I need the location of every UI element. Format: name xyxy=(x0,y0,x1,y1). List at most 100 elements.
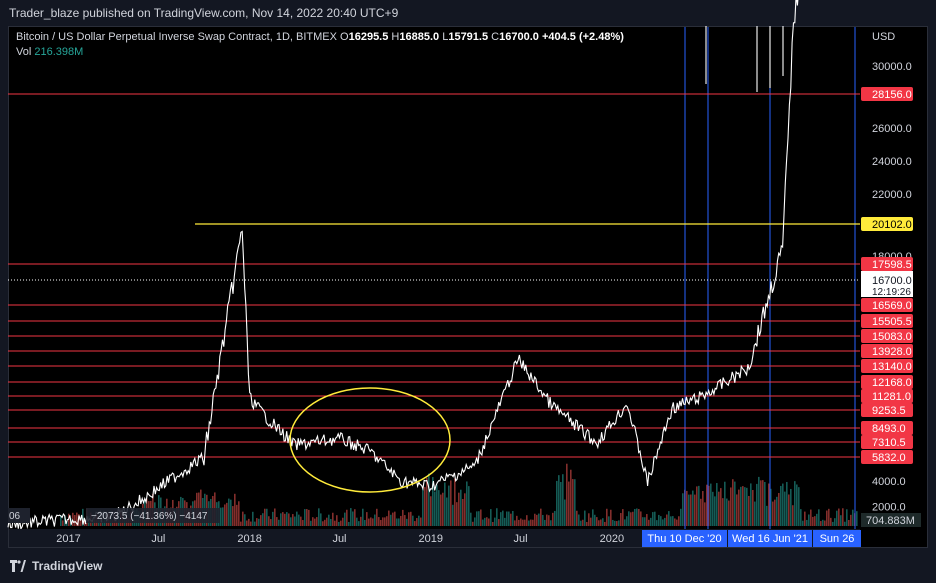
price-label: 11281.0 xyxy=(872,391,911,403)
price-label: 7310.5 xyxy=(872,437,906,449)
volume-bar xyxy=(598,520,600,526)
volume-bar xyxy=(82,508,84,526)
volume-bar xyxy=(702,491,704,526)
horizontal-levels xyxy=(8,93,860,458)
volume-bar xyxy=(486,517,488,526)
volume-bar xyxy=(660,516,662,526)
volume-bar xyxy=(304,509,306,526)
volume-bar xyxy=(668,511,670,526)
volume-bar xyxy=(704,502,706,526)
volume-bar xyxy=(636,508,638,526)
volume-bar xyxy=(590,517,592,526)
volume-bar xyxy=(766,505,768,526)
volume-bar xyxy=(340,520,342,526)
volume-axis-label: 704.883M xyxy=(866,515,915,527)
volume-bar xyxy=(464,493,466,526)
volume-bar xyxy=(414,521,416,526)
volume-bar xyxy=(694,494,696,526)
volume-bar xyxy=(692,490,694,526)
volume-bar xyxy=(404,515,406,526)
price-label: 17598.5 xyxy=(872,259,912,271)
price-label: 16569.0 xyxy=(872,300,912,312)
volume-bar xyxy=(732,479,734,526)
volume-bar xyxy=(826,510,828,526)
price-label-box xyxy=(861,403,913,417)
volume-bar xyxy=(754,501,756,526)
volume-bar xyxy=(696,486,698,526)
price-label: 13928.0 xyxy=(872,346,912,358)
volume-bar xyxy=(656,520,658,526)
volume-bar xyxy=(512,510,514,526)
volume-bar xyxy=(400,515,402,526)
volume-bar xyxy=(706,484,708,526)
volume-bar xyxy=(562,474,564,526)
volume-bar xyxy=(458,492,460,526)
volume-bar xyxy=(288,513,290,526)
volume-bar xyxy=(324,519,326,526)
volume-bar xyxy=(822,519,824,526)
volume-bar xyxy=(638,508,640,526)
volume-bar xyxy=(726,498,728,526)
volume-bar xyxy=(644,517,646,526)
volume-bar xyxy=(456,502,458,526)
price-label-box xyxy=(861,421,913,435)
annotation-ellipse xyxy=(289,387,451,493)
volume-bar xyxy=(720,488,722,526)
volume-bar xyxy=(452,504,454,526)
volume-bar xyxy=(296,511,298,526)
publisher-bar: Trader_blaze published on TradingView.co… xyxy=(0,0,936,26)
symbol-name: Bitcoin / US Dollar Perpetual Inverse Sw… xyxy=(16,31,337,43)
volume-bar xyxy=(666,514,668,526)
volume-bar xyxy=(516,515,518,526)
volume-bar xyxy=(518,519,520,526)
volume-bar xyxy=(76,512,78,526)
volume-bar xyxy=(74,515,76,526)
volume-bar xyxy=(618,520,620,526)
volume-bar xyxy=(762,480,764,526)
price-label-box xyxy=(861,329,913,343)
volume-bar xyxy=(734,481,736,526)
volume-bar xyxy=(346,509,348,526)
open-label: O xyxy=(340,31,349,43)
volume-bar xyxy=(558,475,560,526)
volume-bar xyxy=(256,518,258,526)
volume-bar xyxy=(292,514,294,526)
volume-label: Vol xyxy=(16,46,32,58)
current-price-box xyxy=(861,271,913,297)
volume-bar xyxy=(502,510,504,526)
volume-bar xyxy=(348,521,350,526)
volume-legend: Vol 216.398M xyxy=(16,46,83,58)
volume-bar xyxy=(800,509,802,526)
time-highlight-label: Sun 26 xyxy=(820,533,855,545)
volume-bar xyxy=(230,499,232,526)
volume-bar xyxy=(730,487,732,526)
volume-bar xyxy=(390,514,392,526)
volume-bar xyxy=(738,489,740,526)
volume-bar xyxy=(672,516,674,526)
volume-bar xyxy=(248,518,250,526)
volume-bar xyxy=(426,478,428,526)
volume-bar xyxy=(804,511,806,526)
volume-bar xyxy=(556,480,558,526)
volume-bar xyxy=(576,510,578,526)
chart-pane[interactable] xyxy=(8,26,928,548)
volume-bar xyxy=(606,508,608,526)
volume-bar xyxy=(334,520,336,526)
price-tick-label: 22000.0 xyxy=(872,189,912,201)
volume-bar xyxy=(498,519,500,526)
volume-bar xyxy=(824,520,826,526)
volume-bar xyxy=(782,483,784,526)
tradingview-logo[interactable]: TradingView xyxy=(10,559,102,573)
price-label: 8493.0 xyxy=(872,423,906,435)
price-tick-label: 4000.0 xyxy=(872,476,906,488)
price-tick-label: 2000.0 xyxy=(872,502,906,514)
volume-bar xyxy=(718,491,720,526)
volume-bar xyxy=(290,517,292,526)
volume-bar xyxy=(434,491,436,526)
price-label: 12168.0 xyxy=(872,377,912,389)
volume-bar xyxy=(306,509,308,526)
volume-bar xyxy=(586,521,588,526)
volume-bar xyxy=(546,514,548,526)
